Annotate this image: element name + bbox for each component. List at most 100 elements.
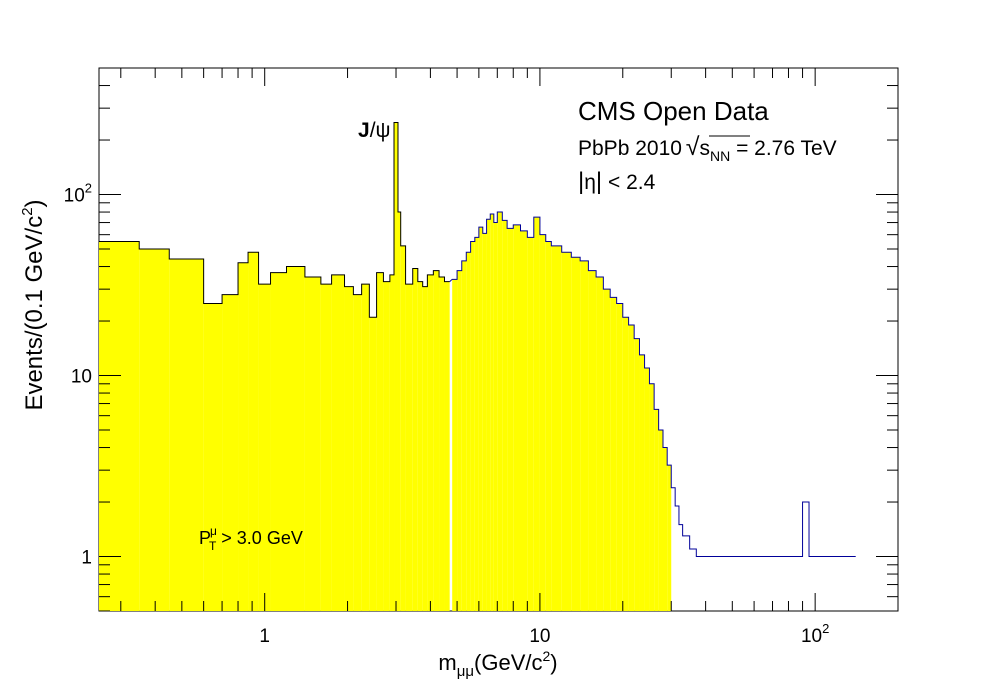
histogram-bin — [827, 557, 837, 611]
histogram-bin — [545, 241, 552, 611]
histogram-bin — [847, 557, 856, 611]
histogram-bin — [466, 252, 471, 611]
histogram-bin — [561, 252, 572, 611]
histogram-bin — [644, 368, 650, 611]
histogram-bar — [422, 286, 428, 611]
histogram-bar — [270, 272, 287, 611]
histogram-bin — [732, 557, 754, 611]
histogram-bin — [803, 502, 809, 611]
histogram-bar — [389, 274, 395, 611]
histogram-bar — [417, 281, 423, 611]
histogram-bar — [99, 241, 140, 611]
histogram-bar — [258, 284, 271, 611]
histogram-bin — [773, 557, 789, 611]
histogram-bin — [527, 237, 534, 611]
histogram-bar — [439, 277, 445, 611]
x-tick-label: 10 — [529, 626, 550, 647]
pt-cut-label: Pμ T > 3.0 GeV — [199, 524, 303, 553]
histogram-bin — [457, 270, 462, 611]
histogram-bin — [675, 506, 679, 611]
histogram-bin — [634, 338, 640, 611]
histogram-bar — [369, 317, 377, 611]
histogram-bar — [304, 277, 321, 611]
histogram-bar — [433, 270, 440, 611]
histogram-bin — [662, 447, 668, 611]
histogram-bin — [470, 241, 475, 611]
histogram-bin — [490, 214, 494, 612]
histogram-bar — [353, 294, 362, 611]
histogram-bin — [580, 260, 589, 611]
chart-title: CMS Open Data — [578, 96, 769, 126]
histogram-bin — [603, 289, 611, 611]
histogram-bin — [474, 237, 479, 611]
histogram-bar — [394, 122, 398, 612]
histogram-bar — [427, 274, 434, 611]
histogram-bar — [248, 252, 259, 611]
y-tick-label: 10 — [71, 367, 92, 388]
histogram-bin — [649, 383, 655, 611]
histogram-bin — [690, 549, 697, 611]
plot-area: 1 10 102 1 10 102 — [64, 67, 899, 647]
histogram-bin — [754, 557, 772, 611]
histogram-bar — [412, 268, 418, 611]
histogram-bar — [444, 281, 450, 611]
histogram-bin — [588, 270, 597, 611]
histogram-bar — [376, 272, 384, 611]
histogram-bin — [452, 279, 458, 611]
histogram-bar — [238, 262, 249, 611]
histogram-bar — [286, 266, 305, 611]
y-tick-label: 1 — [81, 548, 92, 569]
histogram-bar — [397, 212, 401, 612]
histogram-bar — [400, 245, 406, 611]
histogram-bin — [679, 525, 683, 611]
axis-tick-labels: 1 10 102 1 10 102 — [64, 181, 830, 647]
x-axis-title: mμμ(GeV/c2) — [438, 648, 557, 680]
histogram-bin — [551, 245, 562, 611]
histogram-bar — [344, 286, 354, 611]
histogram-bar — [203, 303, 223, 611]
eta-cut-label: |η| < 2.4 — [578, 168, 656, 195]
jpsi-peak-label: J/ψ — [358, 119, 391, 142]
histogram-outline-low — [99, 121, 450, 318]
histogram-bin — [654, 409, 659, 611]
histogram-bin — [520, 230, 528, 611]
histogram-bar — [361, 284, 370, 611]
histogram-bin — [493, 222, 498, 611]
histogram-bin — [596, 277, 604, 611]
histogram-bin — [720, 557, 733, 611]
histogram-bin — [696, 557, 705, 611]
histogram-bar — [320, 284, 332, 611]
histogram-bin — [809, 557, 815, 611]
x-tick-label: 1 — [259, 626, 270, 647]
y-axis-title: Events/(0.1 GeV/c2) — [19, 199, 48, 410]
histogram-bin — [539, 234, 546, 611]
histogram-bin — [571, 257, 581, 611]
histogram-bin — [533, 217, 540, 611]
histogram-bin — [461, 260, 467, 611]
histogram-bin — [706, 557, 720, 611]
histogram-bin — [610, 297, 617, 611]
histogram-bar — [222, 294, 239, 611]
histogram-bar — [169, 259, 204, 611]
histogram-bin — [507, 228, 514, 611]
histogram-bin — [497, 212, 503, 612]
histogram-bin — [622, 317, 629, 611]
histogram-bin — [639, 354, 645, 611]
histogram-bin — [658, 430, 663, 611]
histogram-bin — [628, 325, 635, 611]
dataset-label: PbPb 2010 √sNN = 2.76 TeV — [578, 133, 837, 164]
histogram-bin — [482, 233, 487, 611]
histogram-bin — [837, 557, 847, 611]
histogram-bin — [502, 220, 508, 611]
x-tick-label: 102 — [801, 621, 829, 647]
histogram-bin — [478, 227, 483, 611]
histogram-outline-high — [449, 211, 856, 558]
axis-ticks — [99, 67, 899, 612]
histogram-layer — [99, 121, 856, 612]
histogram-bar — [331, 274, 345, 611]
histogram-bin — [683, 536, 690, 611]
histogram-bar — [405, 284, 413, 611]
histogram-bar — [383, 281, 390, 611]
histogram-bar — [139, 249, 170, 611]
